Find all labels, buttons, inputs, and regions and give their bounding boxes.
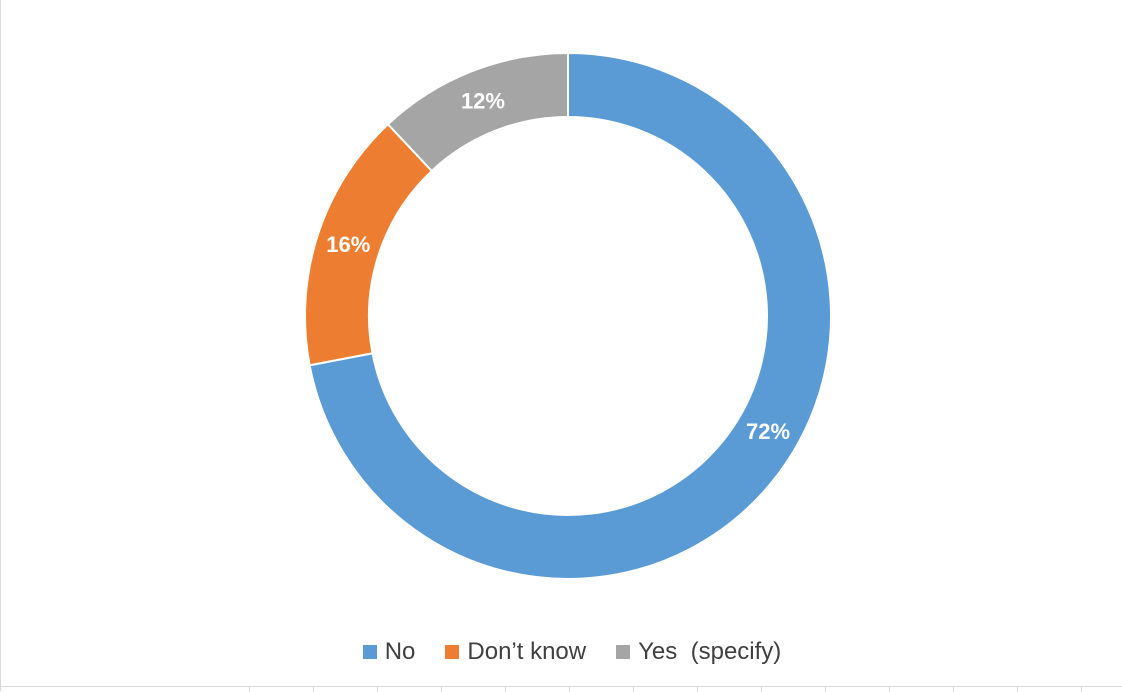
data-label-no: 72% [746, 419, 790, 444]
chart-legend: No Don’t know Yes (specify) [11, 638, 1122, 666]
ruler-tick [441, 687, 442, 692]
ruler-tick [249, 687, 250, 692]
legend-item-no: No [362, 638, 416, 666]
ruler-tick [953, 687, 954, 692]
donut-slice-yes-specify [386, 51, 569, 173]
ruler-tick [377, 687, 378, 692]
legend-label-no: No [384, 638, 416, 665]
ruler-tick [313, 687, 314, 692]
legend-label-yes-specify: Yes (specify) [638, 638, 782, 665]
bottom-ruler [1, 686, 1122, 692]
donut-slice-no [308, 51, 832, 580]
ruler-tick [761, 687, 762, 692]
ruler-tick [569, 687, 570, 692]
data-label-yes-specify: 12% [461, 89, 505, 114]
ruler-tick [889, 687, 890, 692]
ruler-tick [1081, 687, 1082, 692]
ruler-tick [1017, 687, 1018, 692]
ruler-tick [633, 687, 634, 692]
ruler-tick [697, 687, 698, 692]
donut-slices [304, 51, 832, 580]
ruler-tick [825, 687, 826, 692]
legend-label-dont-know: Don’t know [467, 638, 587, 665]
legend-item-dont-know: Don’t know [445, 638, 586, 666]
legend-swatch-no [362, 645, 377, 659]
legend-swatch-yes-specify [616, 645, 631, 659]
data-label-dont-know: 16% [326, 232, 370, 257]
ruler-tick [505, 687, 506, 692]
donut-data-labels: 72% 16% 12% [326, 89, 790, 444]
legend-swatch-dont-know [445, 645, 460, 659]
legend-item-yes-specify: Yes (specify) [616, 638, 781, 666]
